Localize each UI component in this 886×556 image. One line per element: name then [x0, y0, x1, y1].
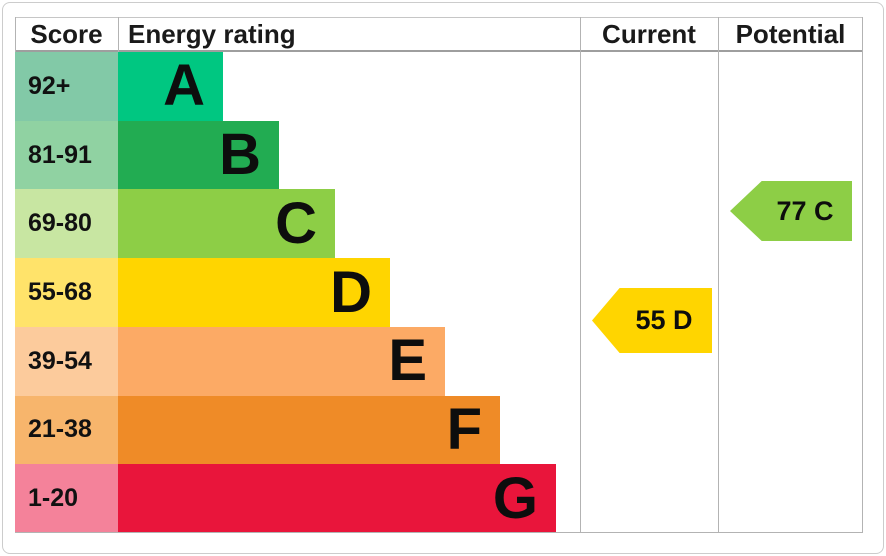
band-bar-c: C [118, 189, 335, 259]
header-left-border [15, 17, 16, 52]
score-range-a: 92+ [15, 52, 118, 121]
band-bar-a: A [118, 52, 223, 121]
header-score-divider [118, 17, 119, 52]
band-row-e: 39-54 E [15, 326, 863, 396]
header-potential: Potential [735, 18, 846, 49]
score-range-g: 1-20 [15, 464, 118, 534]
score-range-e: 39-54 [15, 326, 118, 396]
band-bar-d: D [118, 258, 390, 327]
band-bar-f: F [118, 395, 500, 465]
potential-rating-arrow: 77 C [730, 181, 852, 241]
band-bar-g: G [118, 464, 556, 534]
score-range-c: 69-80 [15, 189, 118, 259]
band-row-g: 1-20 G [15, 464, 863, 534]
current-column-divider [580, 17, 581, 533]
band-row-d: 55-68 D [15, 258, 863, 327]
score-range-b: 81-91 [15, 120, 118, 190]
header-energy-rating: Energy rating [128, 18, 296, 49]
band-row-a: 92+ A [15, 52, 863, 121]
potential-column-divider [718, 17, 719, 533]
band-row-b: 81-91 B [15, 120, 863, 190]
header-current: Current [602, 18, 696, 49]
band-bar-b: B [118, 120, 279, 190]
table-right-border [862, 17, 863, 533]
table-header: Score Energy rating Current Potential [15, 17, 863, 52]
header-score: Score [30, 18, 103, 49]
score-range-f: 21-38 [15, 395, 118, 465]
band-rows: 92+ A 81-91 B 69-80 C 55-68 D 39-54 E 21… [15, 52, 863, 534]
score-range-d: 55-68 [15, 258, 118, 327]
epc-table: Score Energy rating Current Potential 92… [15, 17, 863, 534]
band-row-c: 69-80 C [15, 189, 863, 259]
band-bar-e: E [118, 326, 445, 396]
current-rating-arrow: 55 D [592, 288, 712, 353]
band-row-f: 21-38 F [15, 395, 863, 465]
table-bottom-border [15, 532, 863, 533]
